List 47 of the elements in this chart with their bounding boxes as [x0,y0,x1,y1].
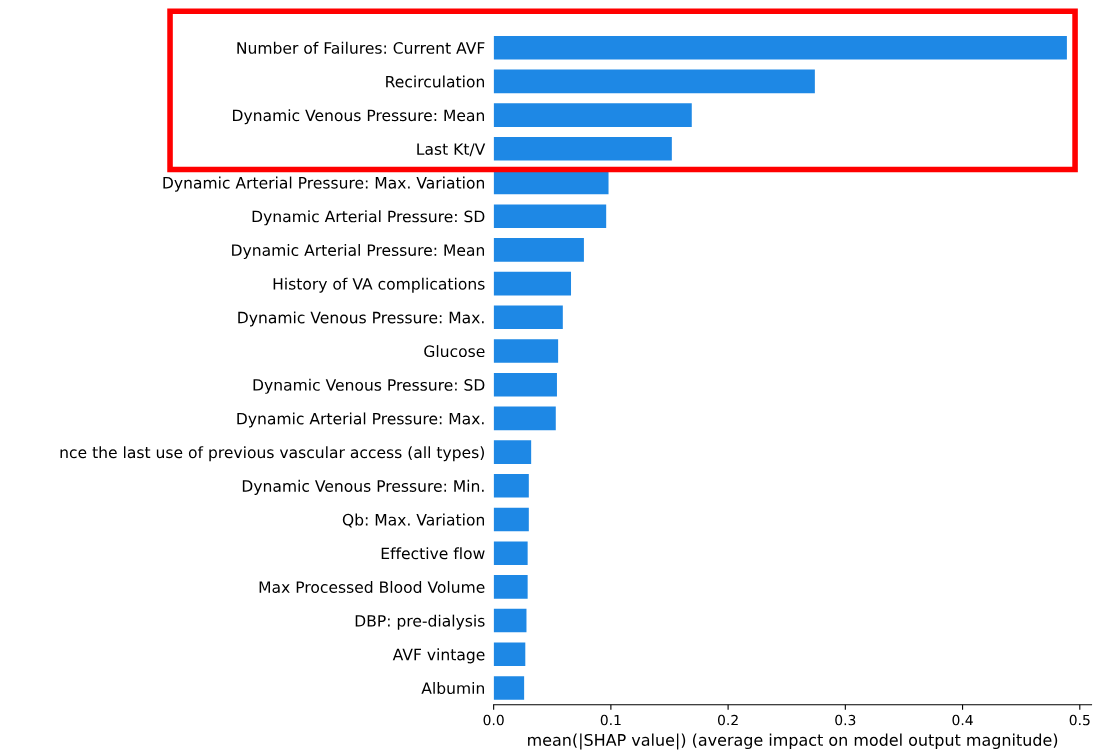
y-tick-label: nce the last use of previous vascular access (all types) [60,446,484,462]
y-tick-label: Number of Failures: Current AVF [237,41,485,54]
bar [493,406,556,431]
bar [493,271,572,296]
y-tick-label: Dynamic Venous Pressure: Mean [233,109,484,125]
y-tick-label: Albumin [421,682,484,695]
bar [493,305,563,330]
bar [493,35,1067,60]
y-tick-label: Dynamic Arterial Pressure: Mean [232,243,484,260]
y-tick-label: Dynamic Arterial Pressure: Max. Variation [163,176,484,192]
y-tick-label: Max Processed Blood Volume [259,580,485,593]
x-tick-label: 0.1 [600,714,621,726]
bar [493,642,526,667]
bar [493,372,557,397]
y-tick-label: History of VA complications [273,277,485,293]
bar [493,440,532,464]
y-tick-label: Glucose [424,345,485,358]
y-tick-label: Qb: Max. Variation [342,513,484,528]
bar [493,575,528,599]
y-tick-label: Dynamic Arterial Pressure: Max. [237,412,484,428]
y-tick-label: Dynamic Venous Pressure: Max. [238,311,484,327]
x-tick-label: 0.0 [483,714,504,726]
bar [493,473,529,498]
bar [493,339,559,363]
bar [493,608,527,633]
x-tick-label: 0.3 [835,714,856,726]
bar [493,204,607,228]
y-tick-label: DBP: pre-dialysis [355,614,485,630]
x-axis-title: mean(|SHAP value|) (average impact on model output magnitude) [528,733,1058,750]
bar [493,507,529,532]
bar [493,69,815,94]
bar [493,541,528,565]
y-tick-label: Recirculation [386,75,484,88]
y-tick-label: Dynamic Arterial Pressure: SD [252,210,485,226]
y-tick-label: Dynamic Venous Pressure: SD [253,378,485,394]
x-tick-label: 0.4 [952,714,973,726]
bar [493,137,672,161]
x-tick-label: 0.2 [717,714,738,726]
bar [493,238,584,262]
y-tick-label: Dynamic Venous Pressure: Min. [242,479,484,495]
y-tick-label: AVF vintage [392,648,485,664]
bar [493,103,692,127]
y-tick-label: Last Kt/V [417,143,486,157]
bar [493,170,609,195]
x-tick-label: 0.5 [1069,714,1090,726]
y-tick-label: Effective flow [381,547,485,560]
bar [493,676,525,700]
